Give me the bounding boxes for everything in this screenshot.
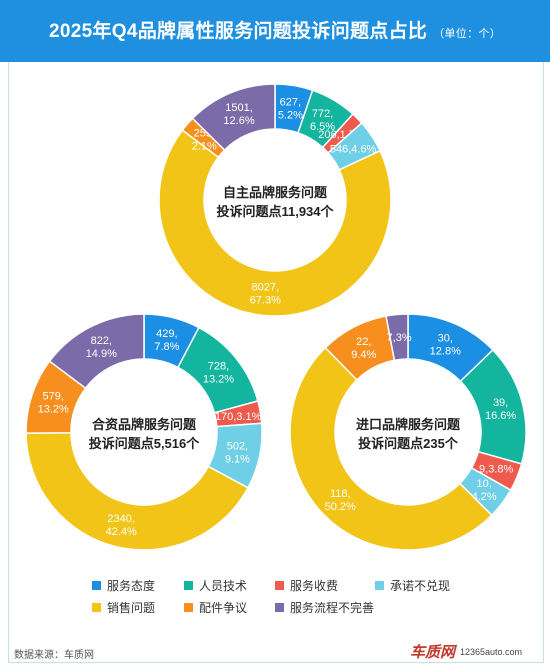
donut-chart-2: 429, 7.8% 728, 13.2% 170,3.1% 502, 9.1% 2340, 42… <box>25 313 263 551</box>
legend-swatch <box>92 603 101 612</box>
legend-swatch <box>275 581 284 590</box>
unit-note: （单位：个） <box>433 28 502 40</box>
slice-label: 822, 14.9% <box>86 335 117 360</box>
legend-label: 服务流程不完善 <box>290 601 375 615</box>
slice-label: 429, 7.8% <box>154 328 179 353</box>
slice-label: 2340, 42.4% <box>106 513 137 538</box>
donut-chart-1: 627, 5.2% 772, 6.5%206,1.7%546,4.6%8027, 67.… <box>158 83 392 317</box>
slice-label: 1501, 12.6% <box>223 102 254 127</box>
slice-label: 118, 50.2% <box>325 488 356 513</box>
slice-label: 9,3.8% <box>479 464 513 476</box>
legend-label: 销售问题 <box>107 601 156 615</box>
legend-swatch <box>184 603 193 612</box>
header-bar: 2025年Q4品牌属性服务问题投诉问题点占比 （单位：个） <box>0 0 550 62</box>
slice-服务流程不完善 <box>48 313 145 390</box>
slice-label: 546,4.6% <box>330 144 377 156</box>
slice-销售问题 <box>158 129 392 317</box>
slice-label: 170,3.1% <box>215 411 262 423</box>
legend-label: 配件争议 <box>199 601 248 615</box>
legend-swatch <box>375 581 384 590</box>
slice-label: 728, 13.2% <box>203 361 234 386</box>
slice-label: 579, 13.2% <box>38 391 69 416</box>
slice-label: 7,3% <box>387 332 412 344</box>
slice-label: 30, 12.8% <box>430 333 461 358</box>
data-source: 数据来源：车质网 <box>14 650 94 661</box>
slice-服务流程不完善 <box>191 83 276 152</box>
legend-label: 承诺不兑现 <box>390 579 451 593</box>
slice-label: 627, 5.2% <box>278 96 303 121</box>
title-text: 2025年Q4品牌属性服务问题投诉问题点占比 <box>48 21 428 42</box>
brand-logo: 车质网 12365auto.com <box>410 641 542 663</box>
legend-swatch <box>184 581 193 590</box>
center-label: 进口品牌服务问题投诉问题点235个 <box>356 417 461 451</box>
donut-chart-3: 30, 12.8% 39, 16.6% 9,3.8% 10, 4.2% 118, 50.2% 22… <box>289 313 527 551</box>
slice-服务流程不完善 <box>385 313 409 362</box>
slice-label: 8027, 67.3% <box>250 281 281 306</box>
slice-label: 39, 16.6% <box>485 397 516 422</box>
legend-label: 服务收费 <box>290 579 339 593</box>
legend-label: 服务态度 <box>107 579 156 593</box>
slice-label: 22, 9.4% <box>351 336 376 361</box>
brand-logo-text: 车质网 <box>410 644 456 661</box>
center-label: 合资品牌服务问题投诉问题点5,516个 <box>89 417 201 451</box>
slice-label: 10, 4.2% <box>472 478 497 503</box>
legend-swatch <box>275 603 284 612</box>
legend-label: 人员技术 <box>199 579 248 593</box>
center-label: 自主品牌服务问题投诉问题点11,934个 <box>216 185 334 219</box>
slice-label: 502, 9.1% <box>225 440 250 465</box>
slice-销售问题 <box>25 431 249 551</box>
legend-swatch <box>92 581 101 590</box>
slice-label: 772, 6.5% <box>310 108 335 133</box>
brand-url: 12365auto.com <box>460 647 523 657</box>
page-title: 2025年Q4品牌属性服务问题投诉问题点占比 （单位：个） <box>0 16 550 43</box>
slice-销售问题 <box>289 346 493 551</box>
